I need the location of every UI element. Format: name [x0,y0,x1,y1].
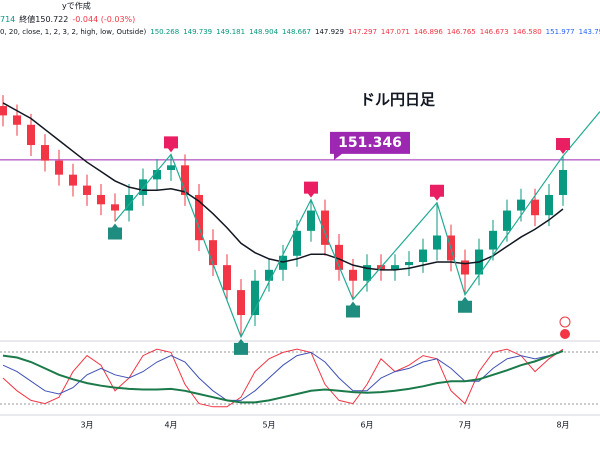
oscillator-line [2,350,564,404]
params: 0, 20, close, 1, 2, 3, 2, high, low, Out… [0,28,147,36]
candle-body [349,269,357,281]
candle-body [503,210,511,231]
x-tick-label: 5月 [262,421,275,430]
indicator-value: 149.739 [183,28,212,36]
indicator-value: 146.580 [513,28,542,36]
candle-body [265,269,273,281]
candle-body [237,290,245,316]
indicator-value: 147.929 [315,28,344,36]
indicator-value: 151.977 [546,28,575,36]
candle-body [293,230,301,256]
symbol: 714 [0,15,15,24]
pivot-low-marker [346,301,360,318]
plot: 151.346 3月 4月 5月 6月 7月 8月 [0,95,600,430]
pivot-high-marker [430,184,444,201]
candle-body [489,230,497,250]
pivot-high-marker [304,181,318,198]
ma-line [2,102,564,271]
icon [559,316,571,328]
candle-body [391,265,399,270]
zigzag-line [114,153,564,339]
candle-body [461,260,469,275]
pivot-low-marker [458,296,472,313]
change: -0.044 (-0.03%) [72,15,135,24]
candle-body [13,115,21,125]
candle-body [321,210,329,245]
candle-body [41,145,49,161]
candle-body [363,265,371,281]
close-value: 終値150.722 [19,14,68,24]
candle-body [531,199,539,216]
candle-body [27,124,35,146]
candle-body [223,265,231,291]
candle-body [307,210,315,231]
candle-body [111,204,119,211]
indicator-value: 147.071 [381,28,410,36]
chart-title: ドル円日足 [360,91,436,109]
indicator-value: 148.904 [249,28,278,36]
indicator-value: 147.297 [348,28,377,36]
indicator-value: 149.181 [216,28,245,36]
candle-body [517,199,525,211]
candle-body [419,249,427,263]
candle-body [279,255,287,270]
candle-body [0,106,7,116]
candle-body [545,194,553,216]
header-line1: yで作成 [62,1,91,11]
candle-body [251,280,259,316]
indicator-value: 148.667 [282,28,311,36]
header-line3: 0, 20, close, 1, 2, 3, 2, high, low, Out… [0,28,600,36]
candle-body [335,244,343,270]
pivot-low-marker [234,338,248,355]
level-label: 151.346 [338,135,402,151]
indicator-value: 146.765 [447,28,476,36]
header-line2: 714 終値150.722 -0.044 (-0.03%) [0,14,135,24]
indicator-value: 143.796 [579,28,600,36]
candle-body [83,185,91,195]
level-label-box [330,131,410,160]
x-tick-label: 7月 [458,421,471,430]
candle-body [55,160,63,175]
pivot-high-marker [164,136,178,153]
x-tick-label: 8月 [556,421,569,430]
candle-body [405,262,413,266]
x-tick-label: 6月 [360,421,373,430]
candle-body [181,165,189,195]
pivot-low-marker [108,223,122,240]
candle-body [433,235,441,250]
oscillator-line [2,348,564,408]
candle-body [69,174,77,186]
icons [559,316,571,339]
icon [560,329,570,339]
indicator-value: 150.268 [150,28,179,36]
indicator-value: 146.896 [414,28,443,36]
candle-body [167,165,175,170]
indicator-value: 146.673 [480,28,509,36]
candle-body [209,240,217,266]
pivot-high-marker [556,137,570,154]
x-tick-label: 4月 [164,421,177,430]
candle-body [97,194,105,205]
candle-body [125,194,133,211]
candle-body [195,194,203,241]
candle-body [559,170,567,195]
candle-body [153,170,161,180]
x-tick-label: 3月 [80,421,93,430]
